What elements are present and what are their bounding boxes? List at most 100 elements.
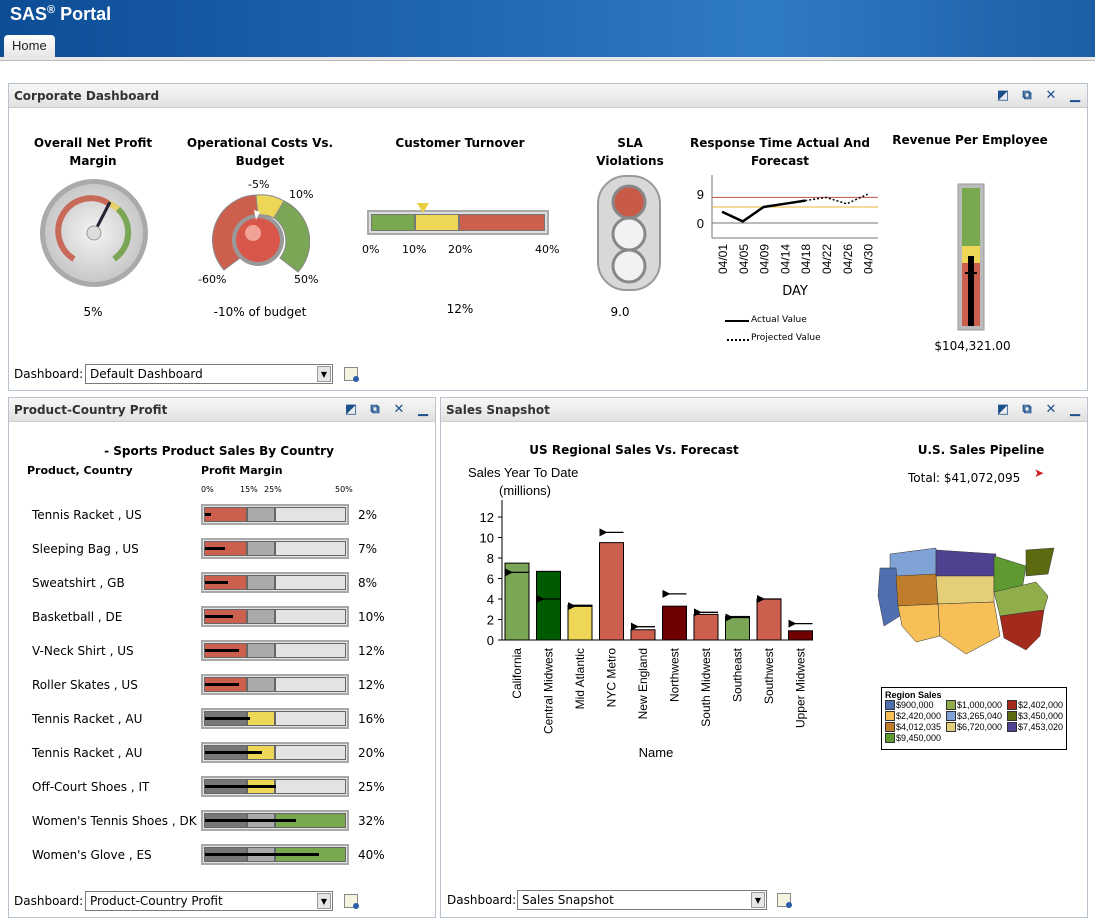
legend-item: $4,012,035: [885, 722, 946, 732]
legend-label: $900,000: [896, 700, 934, 710]
legend-item: $2,402,000: [1007, 700, 1068, 710]
x-tick-label: Northwest: [668, 647, 682, 702]
dashboard-select[interactable]: Sales Snapshot ▼: [517, 890, 767, 910]
zone-good: [275, 677, 346, 692]
bar-chart-title: US Regional Sales Vs. Forecast: [529, 443, 739, 457]
x-tick-label: Mid Atlantic: [573, 648, 587, 709]
title-line: Violations: [596, 154, 664, 168]
profit-margin-bullet: [201, 742, 349, 763]
title-line: Forecast: [750, 154, 810, 168]
y-tick-label: 2: [487, 613, 494, 628]
x-tick-label: 04/09: [758, 244, 772, 274]
chevron-down-icon[interactable]: ▼: [751, 892, 765, 908]
dashboard-label: Dashboard:: [14, 894, 84, 908]
minimize-icon[interactable]: ▁: [1070, 401, 1080, 417]
turnover-zone: [459, 214, 545, 231]
chart-title: - Sports Product Sales By Country: [104, 444, 334, 458]
net-profit-title: Overall Net Profit Margin: [13, 134, 173, 170]
edit-icon[interactable]: ◩: [996, 401, 1010, 417]
legend-swatch: [946, 711, 956, 721]
x-tick-label: NYC Metro: [605, 648, 619, 708]
edit-icon[interactable]: ◩: [344, 401, 358, 417]
x-tick-label: 04/14: [778, 244, 792, 274]
pipeline-total: Total: $41,072,095: [908, 471, 1021, 485]
dashboard-select[interactable]: Product-Country Profit ▼: [85, 891, 333, 911]
actual-line: [721, 199, 806, 223]
performance-bar: [205, 853, 319, 856]
panel-header: Corporate Dashboard ◩ ⧉ ✕ ▁: [9, 84, 1087, 108]
performance-bar: [205, 751, 262, 754]
minimize-icon[interactable]: ▁: [418, 401, 428, 417]
y-tick-label: 6: [487, 572, 494, 587]
table-row: Tennis Racket , AU 16%: [9, 708, 429, 730]
target-marker: [505, 568, 513, 577]
target-marker: [725, 613, 734, 622]
legend-label: $6,720,000: [957, 722, 1003, 732]
gauge-label: -60%: [198, 273, 227, 286]
popout-icon[interactable]: ⧉: [1022, 87, 1032, 103]
bar: [662, 605, 687, 641]
legend-items: $900,000 $1,000,000 $2,402,000 $2,420,000 $3…: [885, 700, 1063, 743]
legend-label: $2,402,000: [1018, 700, 1064, 710]
legend-label: $2,420,000: [896, 711, 942, 721]
tick-label: 0%: [362, 243, 380, 256]
zone-average: [246, 575, 275, 590]
profit-margin-bullet: [201, 572, 349, 593]
select-value: Sales Snapshot: [522, 893, 614, 907]
column-header: Product, Country: [27, 464, 133, 477]
bar: [756, 598, 782, 641]
zone-good: [275, 711, 346, 726]
go-icon[interactable]: [777, 893, 792, 908]
app-title-rest: Portal: [55, 4, 112, 24]
select-value: Default Dashboard: [90, 367, 203, 381]
table-row: Women's Tennis Shoes , DK 32%: [9, 810, 429, 832]
legend-label: $3,450,000: [1018, 711, 1064, 721]
turnover-bar: [367, 210, 549, 235]
tab-bar: [0, 57, 1095, 61]
zone-average: [246, 711, 275, 726]
legend-projected-swatch: [727, 339, 749, 341]
response-line-chart: 0 9 04/01 04/05 04/09 04/14 04/18 04/22 04/26 04/…: [697, 175, 878, 274]
select-value: Product-Country Profit: [90, 894, 223, 908]
table-row: Tennis Racket , US 2%: [9, 504, 429, 526]
zone-poor: [204, 507, 247, 522]
legend-swatch: [946, 700, 956, 710]
us-sales-map[interactable]: [876, 546, 1058, 658]
close-icon[interactable]: ✕: [1045, 401, 1057, 417]
bar: [788, 630, 813, 641]
x-axis-label: Name: [638, 745, 674, 760]
legend-item: $3,450,000: [1007, 711, 1068, 721]
table-row: Basketball , DE 10%: [9, 606, 429, 628]
target-marker: [662, 589, 671, 598]
x-tick-label: 04/01: [716, 244, 730, 274]
chevron-down-icon[interactable]: ▼: [317, 366, 331, 382]
title-line: Overall Net Profit: [33, 136, 153, 150]
gauge-label: 50%: [294, 273, 319, 286]
edit-icon[interactable]: ◩: [996, 87, 1010, 103]
tab-home[interactable]: Home: [4, 35, 55, 57]
chevron-down-icon[interactable]: ▼: [317, 893, 331, 909]
go-icon[interactable]: [344, 367, 359, 382]
close-icon[interactable]: ✕: [393, 401, 405, 417]
x-tick-label: 04/22: [820, 244, 834, 274]
performance-bar: [205, 683, 240, 686]
product-label: Sweatshirt , GB: [32, 576, 125, 590]
turnover-marker: [417, 203, 430, 213]
sla-value: 9.0: [610, 305, 630, 319]
minimize-icon[interactable]: ▁: [1070, 87, 1080, 103]
popout-icon[interactable]: ⧉: [1022, 401, 1032, 417]
dashboard-select[interactable]: Default Dashboard ▼: [85, 364, 333, 384]
popout-icon[interactable]: ⧉: [370, 401, 380, 417]
y-tick-label: 0: [697, 216, 704, 231]
legend-swatch: [885, 733, 895, 743]
drill-down-arrow-icon[interactable]: ➤: [1034, 466, 1045, 480]
panel-header: Sales Snapshot ◩ ⧉ ✕ ▁: [441, 398, 1087, 422]
legend-swatch: [885, 722, 895, 732]
legend-swatch: [1007, 700, 1017, 710]
net-profit-value: 5%: [83, 305, 103, 319]
legend-item: $900,000: [885, 700, 946, 710]
y-tick-label: 8: [487, 551, 494, 566]
turnover-zone: [415, 214, 459, 231]
go-icon[interactable]: [344, 894, 359, 909]
close-icon[interactable]: ✕: [1045, 87, 1057, 103]
